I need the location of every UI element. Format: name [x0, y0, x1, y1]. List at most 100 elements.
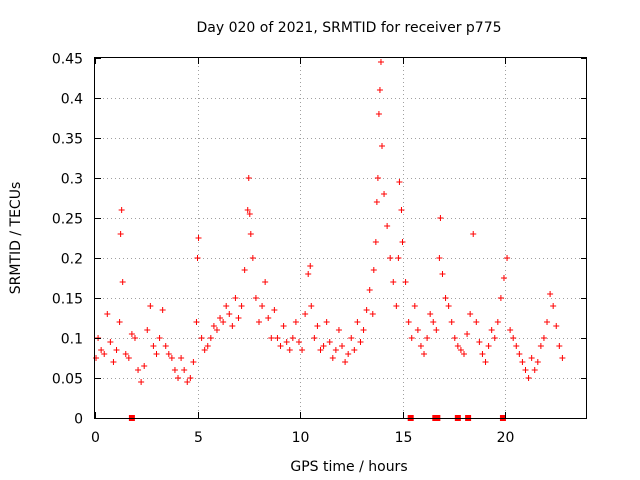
- data-point: [195, 235, 202, 241]
- data-point: [247, 231, 254, 237]
- data-point: [184, 379, 191, 385]
- data-point: [531, 367, 538, 373]
- data-point: [245, 175, 252, 181]
- data-point: [470, 231, 477, 237]
- data-point: [384, 223, 391, 229]
- data-point: [451, 335, 458, 341]
- data-point: [259, 303, 266, 309]
- data-point: [232, 295, 239, 301]
- y-tick-label: 0.4: [61, 92, 83, 108]
- data-point: [320, 343, 327, 349]
- data-point: [277, 343, 284, 349]
- data-point: [274, 335, 281, 341]
- data-point: [223, 303, 230, 309]
- data-point: [283, 339, 290, 345]
- data-point: [246, 211, 253, 217]
- data-point: [117, 231, 124, 237]
- data-point: [194, 255, 201, 261]
- data-point: [299, 347, 306, 353]
- data-point: [302, 311, 309, 317]
- data-point: [540, 335, 547, 341]
- data-point: [187, 375, 194, 381]
- data-point: [101, 351, 108, 357]
- data-point: [249, 255, 256, 261]
- data-point: [335, 327, 342, 333]
- data-point: [393, 303, 400, 309]
- data-point: [122, 351, 129, 357]
- data-point: [280, 323, 287, 329]
- data-point: [314, 323, 321, 329]
- x-axis-ticks: 0 5 10 15 20: [91, 58, 514, 446]
- data-point: [348, 335, 355, 341]
- data-point: [373, 199, 380, 205]
- data-point: [238, 303, 245, 309]
- data-point: [125, 355, 132, 361]
- data-point: [448, 319, 455, 325]
- data-point: [147, 303, 154, 309]
- data-point: [329, 355, 336, 361]
- data-point: [339, 343, 346, 349]
- y-axis-ticks: 0 0.05 0.1 0.15 0.2 0.25 0.3 0.35 0.4 0.45: [52, 52, 587, 428]
- data-point: [528, 355, 535, 361]
- data-point: [110, 359, 117, 365]
- data-point: [437, 215, 444, 221]
- data-point: [402, 279, 409, 285]
- data-point: [375, 111, 382, 117]
- data-point: [461, 351, 467, 357]
- data-point: [165, 351, 172, 357]
- data-point: [377, 59, 384, 65]
- data-point: [317, 347, 324, 353]
- data-point: [168, 355, 175, 361]
- data-point: [116, 319, 123, 325]
- data-point: [292, 319, 299, 325]
- data-point: [171, 367, 178, 373]
- data-point: [556, 343, 563, 349]
- data-point: [369, 311, 376, 317]
- data-point: [207, 335, 214, 341]
- data-point: [439, 271, 446, 277]
- y-tick-label: 0.25: [52, 212, 83, 228]
- data-point: [265, 315, 272, 321]
- data-point: [175, 375, 182, 381]
- data-point: [252, 295, 259, 301]
- data-point: [408, 335, 415, 341]
- data-point: [436, 255, 443, 261]
- data-point: [534, 359, 541, 365]
- data-point: [244, 207, 251, 213]
- data-point: [381, 191, 388, 197]
- data-point: [217, 315, 224, 321]
- data-point: [379, 143, 385, 149]
- data-point: [268, 335, 275, 341]
- data-point: [525, 375, 532, 381]
- data-point: [229, 323, 236, 329]
- data-point: [370, 267, 377, 273]
- data-point: [326, 339, 333, 345]
- data-point: [473, 319, 480, 325]
- data-point: [522, 367, 529, 373]
- data-point: [537, 343, 544, 349]
- data-point: [374, 175, 381, 181]
- plot-frame: [94, 57, 587, 419]
- x-tick-label: 20: [497, 430, 515, 446]
- data-point: [342, 359, 349, 365]
- y-tick-label: 0.45: [52, 52, 83, 68]
- data-point: [519, 359, 526, 365]
- data-point: [550, 303, 557, 309]
- data-point: [504, 255, 511, 261]
- data-point: [482, 359, 489, 365]
- data-point: [332, 347, 339, 353]
- data-point: [376, 87, 383, 93]
- data-point: [241, 267, 248, 273]
- y-tick-label: 0.1: [61, 332, 83, 348]
- y-tick-label: 0: [74, 412, 83, 428]
- data-point: [178, 355, 185, 361]
- data-point: [354, 319, 361, 325]
- y-tick-label: 0.35: [52, 132, 83, 148]
- data-point: [256, 319, 262, 325]
- data-point: [424, 335, 431, 341]
- data-point: [351, 347, 358, 353]
- data-point: [445, 303, 452, 309]
- data-point: [396, 179, 403, 185]
- data-point: [226, 311, 233, 317]
